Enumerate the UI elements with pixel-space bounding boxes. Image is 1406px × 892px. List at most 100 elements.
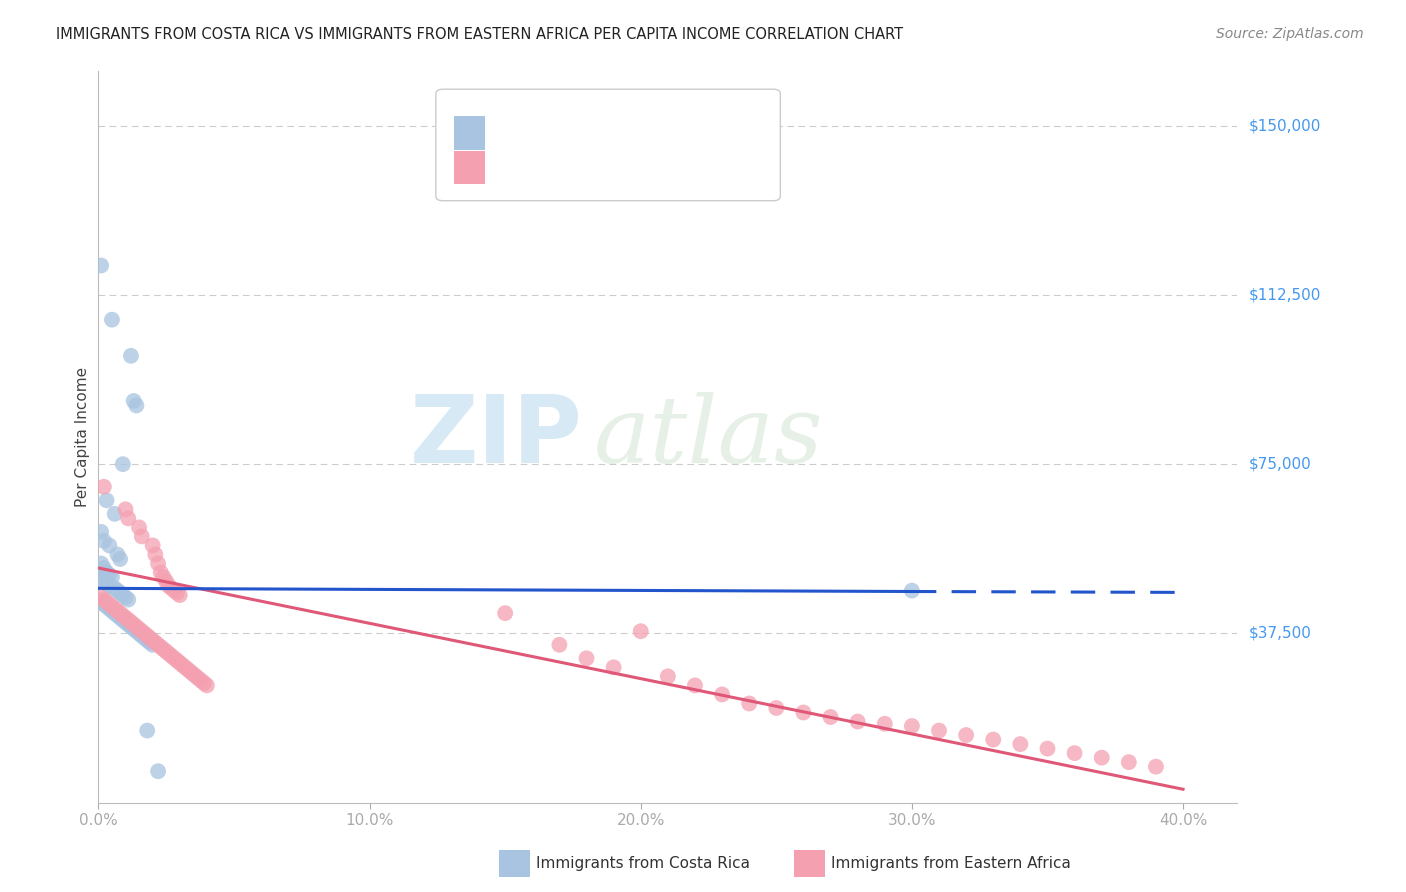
Point xyxy=(96,595,118,609)
Point xyxy=(93,533,115,548)
Point xyxy=(93,592,115,607)
Point xyxy=(90,591,112,605)
Point xyxy=(90,557,112,571)
Point xyxy=(160,582,183,596)
Point xyxy=(101,312,124,326)
Point xyxy=(169,656,191,670)
Point xyxy=(111,457,134,471)
Point xyxy=(120,620,142,634)
Point xyxy=(174,660,197,674)
Text: N =: N = xyxy=(600,124,637,142)
Point xyxy=(145,635,167,649)
Point xyxy=(630,624,652,639)
Point xyxy=(169,588,191,602)
Point xyxy=(90,259,112,273)
Point xyxy=(93,480,115,494)
Point xyxy=(901,583,924,598)
Point xyxy=(136,629,159,643)
Point xyxy=(494,606,516,620)
Point xyxy=(128,520,150,534)
Point xyxy=(928,723,950,738)
Point xyxy=(149,640,172,654)
Point xyxy=(981,732,1004,747)
Point xyxy=(114,591,136,605)
Point xyxy=(142,538,165,552)
Point xyxy=(104,606,127,620)
Point xyxy=(98,538,121,552)
Point xyxy=(136,723,159,738)
Point xyxy=(108,552,131,566)
Point xyxy=(107,583,129,598)
Point xyxy=(152,642,174,657)
Point xyxy=(107,548,129,562)
Point xyxy=(131,529,153,543)
Point xyxy=(160,648,183,663)
Y-axis label: Per Capita Income: Per Capita Income xyxy=(75,367,90,508)
Point xyxy=(846,714,869,729)
Point xyxy=(873,716,896,731)
Point xyxy=(120,349,142,363)
Point xyxy=(187,672,209,686)
Point xyxy=(820,710,842,724)
Point xyxy=(163,651,186,665)
Point xyxy=(180,665,202,679)
Point xyxy=(195,678,218,692)
Point xyxy=(98,601,121,615)
Point xyxy=(1091,750,1114,764)
Point xyxy=(117,617,139,632)
Point xyxy=(157,647,180,661)
Point xyxy=(166,586,188,600)
Point xyxy=(131,629,153,643)
Point xyxy=(184,669,207,683)
Point xyxy=(128,626,150,640)
Point xyxy=(136,633,159,648)
Point xyxy=(134,626,156,640)
Point xyxy=(104,601,127,615)
Point xyxy=(139,635,162,649)
Point xyxy=(765,701,787,715)
Text: atlas: atlas xyxy=(593,392,824,482)
Point xyxy=(122,394,145,409)
Point xyxy=(117,511,139,525)
Point xyxy=(90,595,112,609)
Point xyxy=(114,502,136,516)
Point xyxy=(1118,755,1140,769)
Point xyxy=(101,604,124,618)
Point xyxy=(166,654,188,668)
Point xyxy=(163,583,186,598)
Point xyxy=(90,572,112,586)
Point xyxy=(142,638,165,652)
Text: 51: 51 xyxy=(637,124,659,142)
Point xyxy=(190,673,212,688)
Point xyxy=(125,399,148,413)
Point xyxy=(98,567,121,582)
Text: ZIP: ZIP xyxy=(409,391,582,483)
Point xyxy=(172,658,194,673)
Point xyxy=(114,615,136,630)
Point xyxy=(93,561,115,575)
Point xyxy=(146,638,169,652)
Point xyxy=(122,617,145,632)
Point xyxy=(955,728,977,742)
Point xyxy=(128,622,150,636)
Point xyxy=(107,608,129,623)
Point xyxy=(101,570,124,584)
Point xyxy=(145,548,167,562)
Point xyxy=(683,678,706,692)
Text: N =: N = xyxy=(600,159,637,177)
Point xyxy=(155,574,177,589)
Point xyxy=(107,604,129,618)
Text: $37,500: $37,500 xyxy=(1249,626,1312,641)
Point xyxy=(98,579,121,593)
Point xyxy=(125,624,148,639)
Text: 80: 80 xyxy=(637,159,659,177)
Text: R =: R = xyxy=(496,159,533,177)
Text: Immigrants from Eastern Africa: Immigrants from Eastern Africa xyxy=(831,856,1071,871)
Point xyxy=(117,592,139,607)
Point xyxy=(111,588,134,602)
Point xyxy=(96,577,118,591)
Text: $150,000: $150,000 xyxy=(1249,118,1322,133)
Point xyxy=(108,610,131,624)
Point xyxy=(149,566,172,580)
Point xyxy=(104,507,127,521)
